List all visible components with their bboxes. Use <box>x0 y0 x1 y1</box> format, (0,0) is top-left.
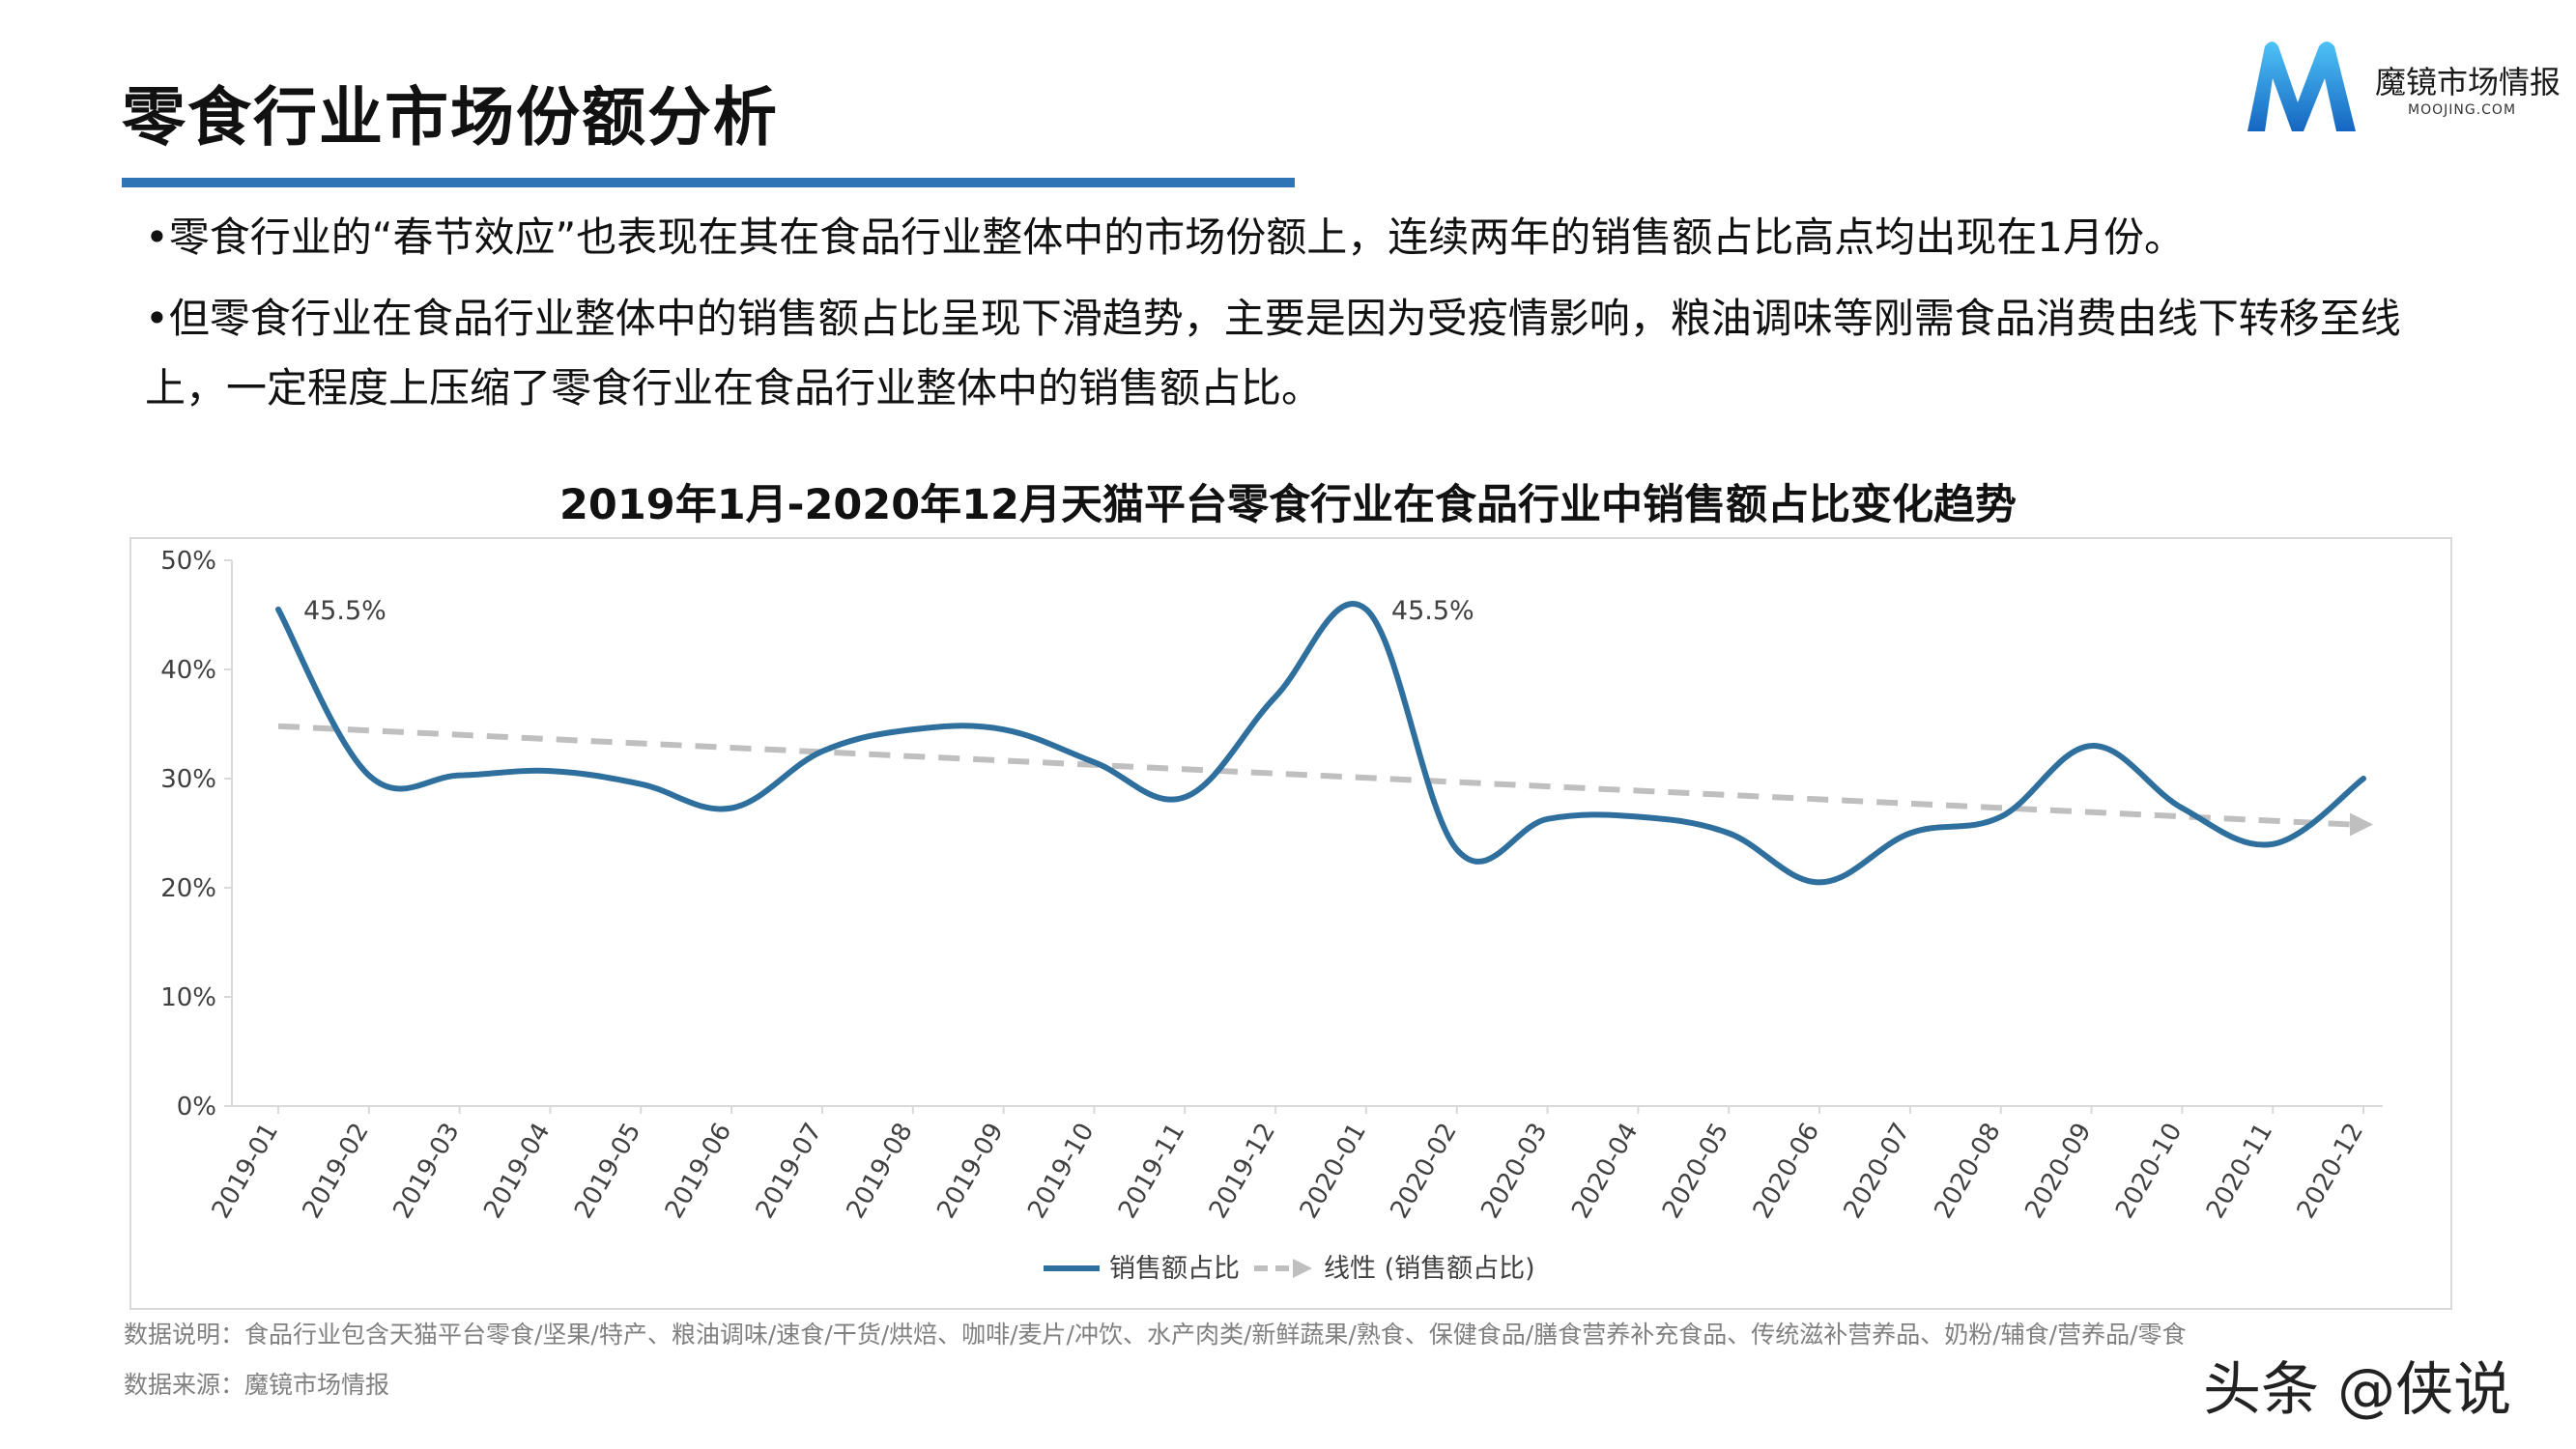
data-note: 数据说明：食品行业包含天猫平台零食/坚果/特产、粮油调味/速食/干货/烘焙、咖啡… <box>124 1321 2187 1349</box>
trend-arrowhead <box>2350 812 2373 837</box>
x-tick-label: 2019-06 <box>660 1119 737 1224</box>
x-tick-label: 2020-03 <box>1475 1119 1553 1224</box>
x-tick-label: 2020-07 <box>1839 1119 1916 1224</box>
watermark: 头条 @侠说 <box>2203 1356 2512 1424</box>
chart-frame <box>129 537 2452 1310</box>
legend-label-series: 销售额占比 <box>1109 1254 1240 1284</box>
brand-logo: 魔镜市场情报 MOOJING.COM <box>2240 35 2562 141</box>
x-tick-label: 2020-10 <box>2110 1119 2188 1224</box>
legend-arrow-trend <box>1293 1259 1312 1278</box>
x-tick-label: 2020-05 <box>1657 1119 1734 1224</box>
y-tick-label: 20% <box>160 874 216 903</box>
x-tick-label: 2019-04 <box>478 1119 556 1224</box>
x-tick-label: 2019-12 <box>1204 1119 1281 1224</box>
y-tick-label: 40% <box>160 656 216 685</box>
x-tick-label: 2019-01 <box>207 1119 284 1224</box>
x-tick-label: 2019-09 <box>931 1119 1009 1224</box>
x-tick-label: 2019-07 <box>751 1119 828 1224</box>
moojing-logo-icon <box>2247 42 2356 131</box>
x-tick-label: 2019-02 <box>298 1119 375 1224</box>
data-label: 45.5% <box>1391 596 1474 626</box>
series-line <box>275 601 2366 886</box>
bullet-item: •零食行业的“春节效应”也表现在其在食品行业整体中的市场份额上，连续两年的销售额… <box>145 213 2186 261</box>
x-tick-label: 2020-06 <box>1748 1119 1825 1224</box>
bullet-item: •但零食行业在食品行业整体中的销售额占比呈现下滑趋势，主要是因为受疫情影响，粮油… <box>145 295 2401 412</box>
x-tick-label: 2020-01 <box>1295 1119 1372 1224</box>
x-tick-label: 2020-02 <box>1386 1119 1463 1224</box>
brand-domain: MOOJING.COM <box>2408 102 2517 118</box>
page-title: 零食行业市场份额分析 <box>122 80 779 155</box>
x-tick-label: 2020-12 <box>2292 1119 2369 1224</box>
x-tick-label: 2019-08 <box>842 1119 919 1224</box>
title-underline <box>122 178 1295 187</box>
y-tick-label: 50% <box>160 547 216 576</box>
data-label: 45.5% <box>303 596 386 626</box>
x-tick-label: 2019-03 <box>387 1119 465 1224</box>
x-tick-label: 2020-09 <box>2019 1119 2097 1224</box>
x-tick-label: 2019-10 <box>1022 1119 1100 1224</box>
x-tick-label: 2020-11 <box>2201 1119 2278 1224</box>
y-tick-label: 30% <box>160 765 216 794</box>
bullet-list: •零食行业的“春节效应”也表现在其在食品行业整体中的市场份额上，连续两年的销售额… <box>145 203 2464 435</box>
x-tick-label: 2020-08 <box>1929 1119 2006 1224</box>
brand-name: 魔镜市场情报 <box>2375 64 2562 100</box>
y-tick-label: 10% <box>160 983 216 1012</box>
chart-title: 2019年1月-2020年12月天猫平台零食行业在食品行业中销售额占比变化趋势 <box>559 481 2017 529</box>
x-tick-label: 2020-04 <box>1566 1119 1644 1224</box>
x-tick-label: 2019-05 <box>569 1119 646 1224</box>
x-tick-label: 2019-11 <box>1113 1119 1190 1224</box>
legend-label-trend: 线性 (销售额占比) <box>1324 1254 1535 1284</box>
y-tick-label: 0% <box>177 1093 216 1122</box>
data-source: 数据来源：魔镜市场情报 <box>124 1371 390 1399</box>
